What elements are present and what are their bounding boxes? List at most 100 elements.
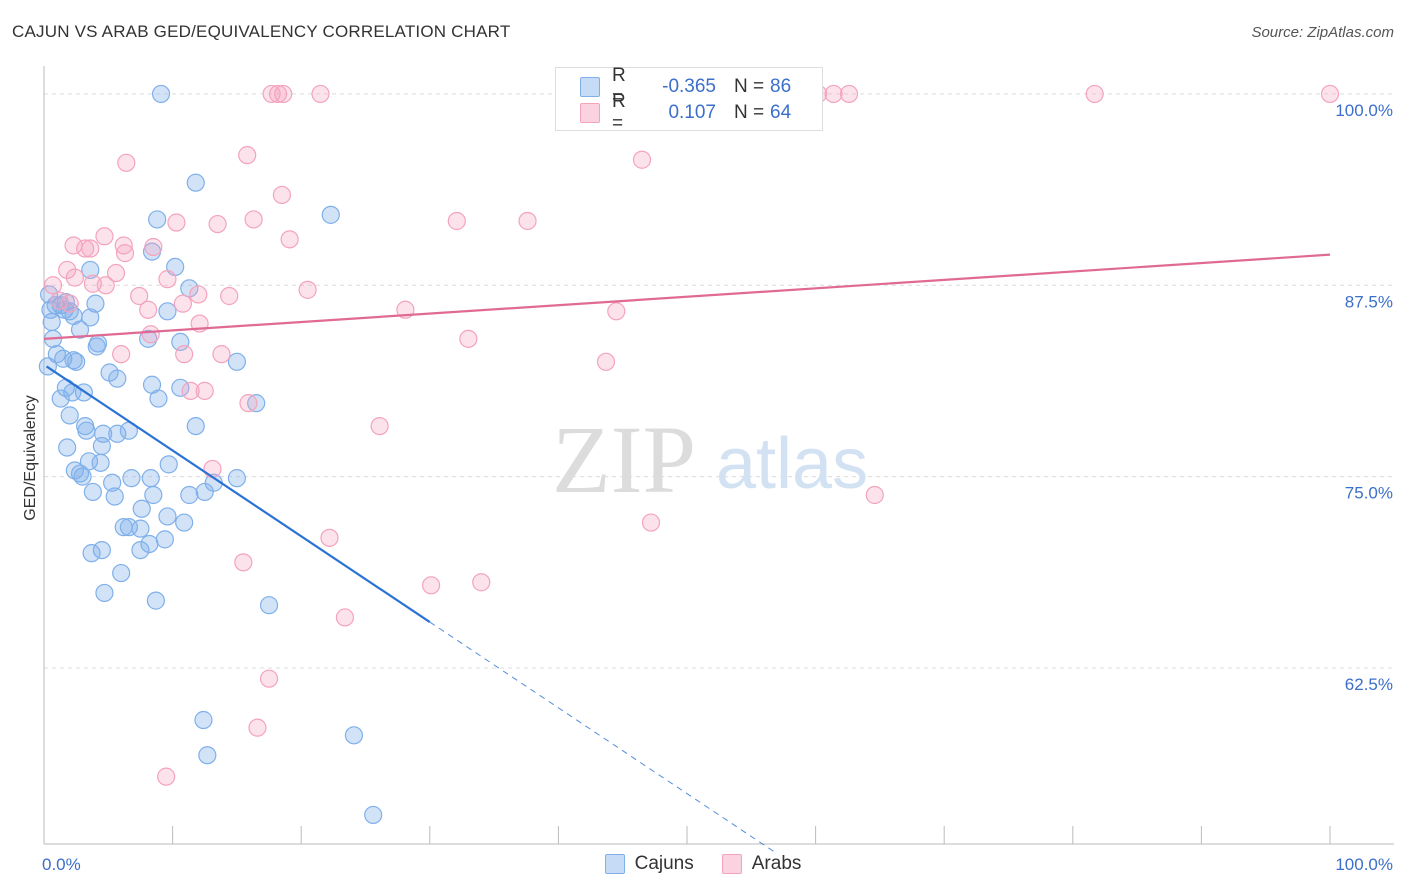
arabs-point	[141, 325, 160, 344]
arabs-point	[96, 276, 115, 295]
cajuns-point	[108, 424, 127, 443]
cajuns-point	[131, 519, 150, 538]
r-label: R =	[612, 91, 626, 134]
series-legend: Cajuns Arabs	[0, 852, 1406, 876]
arabs-point	[472, 573, 491, 592]
cajuns-point	[92, 540, 111, 560]
cajuns-point	[103, 473, 122, 492]
cajuns-point	[247, 394, 266, 413]
cajuns-trend-line	[45, 365, 431, 623]
arabs-point	[238, 146, 257, 165]
arabs-point	[50, 291, 69, 310]
arabs-point	[60, 294, 79, 313]
cajuns-point	[151, 84, 171, 104]
cajuns-point	[227, 469, 246, 488]
cajuns-point	[82, 544, 101, 563]
arabs-point	[320, 528, 339, 547]
arabs-point	[1085, 84, 1104, 104]
cajuns-point	[122, 469, 141, 488]
arabs-point	[459, 329, 478, 348]
r-value: 0.107	[668, 102, 716, 123]
arabs-swatch	[580, 103, 600, 123]
cajuns-point	[79, 452, 99, 471]
arabs-point	[195, 381, 214, 400]
arabs-point	[1320, 84, 1340, 104]
axes	[43, 66, 1394, 845]
cajuns-point	[131, 540, 150, 560]
cajuns-swatch	[580, 77, 600, 97]
n-value: 86	[770, 76, 792, 97]
cajuns-point	[140, 534, 159, 554]
arabs-point	[421, 576, 441, 595]
cajuns-point	[77, 421, 96, 440]
arabs-point	[58, 260, 77, 280]
arabs-point	[280, 230, 299, 249]
arabs-point	[239, 394, 258, 413]
y-tick-label: 62.5%	[1345, 675, 1393, 694]
cajuns-point	[132, 499, 151, 518]
cajuns-point	[186, 173, 205, 192]
cajuns-point	[180, 279, 199, 298]
trend-lines	[43, 253, 1331, 855]
arabs-point	[181, 381, 200, 400]
arabs-point	[370, 417, 389, 436]
cajuns-point	[141, 469, 160, 488]
arabs-point	[167, 213, 186, 232]
arabs-point	[112, 345, 131, 364]
arabs-point	[115, 244, 135, 263]
cajuns-point	[73, 467, 92, 486]
arabs-point	[234, 553, 253, 572]
arabs-point	[248, 718, 267, 737]
cajuns-point	[194, 710, 213, 730]
arabs-point	[76, 239, 95, 258]
x-tick-label: 100.0%	[1335, 855, 1393, 874]
cajuns-point	[144, 485, 163, 505]
cajuns-point	[344, 726, 364, 745]
arabs-trend-line	[43, 253, 1331, 340]
legend-item-arabs[interactable]: Arabs	[721, 853, 801, 875]
x-tick-label: 0.0%	[42, 855, 81, 874]
cajuns-point	[175, 513, 194, 532]
cajuns-point	[81, 308, 100, 327]
arabs-point	[203, 459, 222, 479]
arabs-point	[607, 302, 626, 321]
cajuns-point	[158, 507, 177, 526]
cajuns-point	[83, 482, 102, 502]
y-tick-label: 75.0%	[1345, 484, 1393, 503]
cajuns-point	[51, 389, 70, 408]
legend-item-cajuns[interactable]: Cajuns	[604, 853, 694, 875]
watermark-zip: ZIP	[552, 406, 696, 513]
cajuns-point	[81, 260, 100, 280]
cajuns-point	[95, 583, 114, 603]
arabs-point	[824, 84, 843, 104]
cajuns-point	[60, 406, 79, 425]
cajuns-point	[108, 369, 127, 388]
cajuns-point	[321, 205, 340, 224]
arabs-point	[641, 513, 661, 532]
arabs-point	[175, 345, 194, 364]
cajuns-point	[158, 302, 177, 321]
arabs-point	[335, 608, 355, 627]
arabs-point	[158, 270, 177, 289]
arabs-point	[272, 185, 292, 205]
cajuns-swatch	[604, 854, 625, 874]
arabs-point	[106, 263, 126, 283]
arabs-point	[81, 239, 100, 258]
n-label: N =	[734, 102, 765, 123]
arabs-point	[865, 485, 884, 505]
cajuns-point	[146, 591, 165, 610]
arabs-point	[259, 669, 279, 688]
data-points	[38, 84, 1340, 825]
cajuns-point	[58, 438, 77, 457]
cajuns-point	[159, 455, 178, 474]
cajuns-point	[92, 436, 111, 456]
cajuns-point	[119, 518, 138, 537]
y-tick-label: 100.0%	[1335, 101, 1393, 120]
cajuns-point	[155, 530, 174, 549]
cajuns-point	[112, 563, 131, 583]
cajuns-point	[259, 596, 279, 615]
cajuns-point	[364, 805, 383, 825]
cajuns-point	[40, 285, 59, 304]
arabs-point	[447, 211, 466, 231]
chart-title: CAJUN VS ARAB GED/EQUIVALENCY CORRELATIO…	[12, 22, 511, 41]
